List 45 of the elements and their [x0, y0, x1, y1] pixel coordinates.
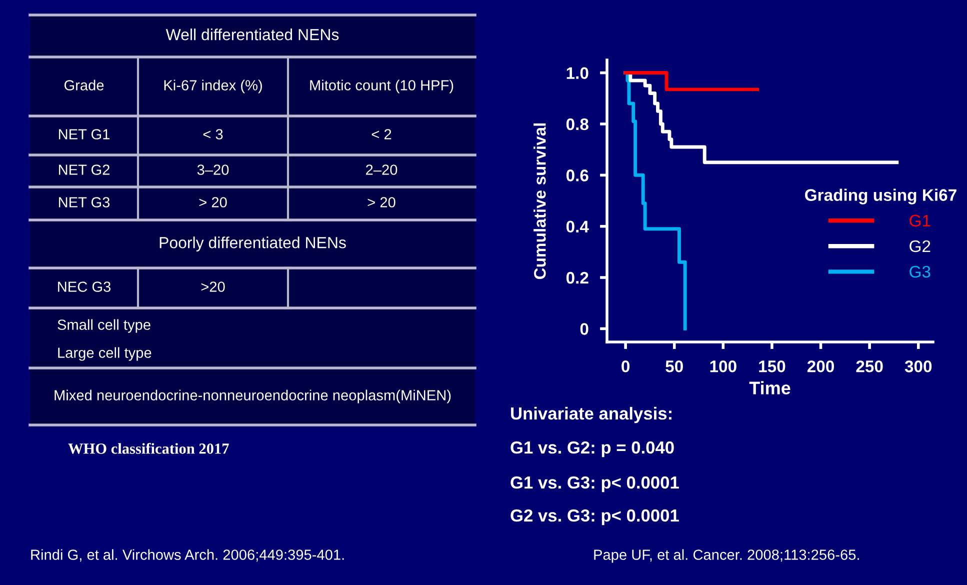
text: 2–20 — [366, 164, 398, 175]
y-tick-label: 0.2 — [566, 272, 588, 284]
x-tick-label: 250 — [856, 360, 883, 372]
legend-label: G3 — [910, 266, 930, 278]
text: WHO classification 2017 — [68, 442, 229, 454]
legend-label: G1 — [910, 214, 930, 227]
y-axis-title: Cumulative survival — [534, 123, 546, 280]
text: > 20 — [199, 197, 227, 208]
legend-label: G2 — [910, 240, 930, 252]
x-tick-label: 300 — [904, 360, 932, 372]
text: NET G3 — [58, 197, 110, 208]
text: G1 vs. G3: p< 0.0001 — [510, 476, 679, 492]
text: G2 vs. G3: p< 0.0001 — [510, 509, 679, 526]
y-tick-label: 0.8 — [566, 118, 588, 130]
legend-title: Grading using Ki67 — [805, 188, 956, 204]
text: Small cell type — [58, 319, 150, 333]
text: Pape UF, et al. Cancer. 2008;113:256-65. — [594, 549, 859, 563]
x-tick-label: 150 — [759, 360, 786, 372]
text: Poorly differentiated NENs — [160, 236, 346, 252]
text: Mitotic count (10 HPF) — [310, 80, 454, 94]
y-tick-label: 1.0 — [566, 67, 588, 79]
text: NEC G3 — [58, 282, 111, 292]
y-tick-label: 0 — [580, 323, 588, 335]
x-tick-label: 0 — [622, 360, 630, 372]
text: NET G2 — [58, 164, 110, 175]
text: Well differentiated NENs — [166, 28, 339, 40]
text: Ki-67 index (%) — [164, 80, 262, 94]
text: Large cell type — [58, 347, 152, 361]
text: G1 vs. G2: p = 0.040 — [510, 441, 674, 458]
text: Grade — [64, 80, 104, 90]
x-tick-label: 100 — [710, 360, 736, 372]
x-tick-label: 50 — [666, 360, 683, 372]
text: Rindi G, et al. Virchows Arch. 2006;449:395-401. — [31, 549, 344, 562]
y-tick-label: 0.6 — [566, 170, 588, 182]
text: < 2 — [372, 129, 392, 140]
text: > 20 — [368, 197, 396, 208]
text: NET G1 — [58, 129, 110, 140]
x-axis-title: Time — [749, 381, 790, 394]
text: Univariate analysis: — [511, 406, 672, 424]
text: 3–20 — [197, 164, 229, 175]
text: >20 — [201, 282, 225, 292]
y-tick-label: 0.4 — [566, 220, 589, 233]
text: Mixed neuroendocrine-nonneuroendocrine neoplasm(MiNEN) — [54, 390, 451, 404]
x-tick-label: 200 — [807, 360, 834, 372]
text: < 3 — [203, 129, 223, 140]
